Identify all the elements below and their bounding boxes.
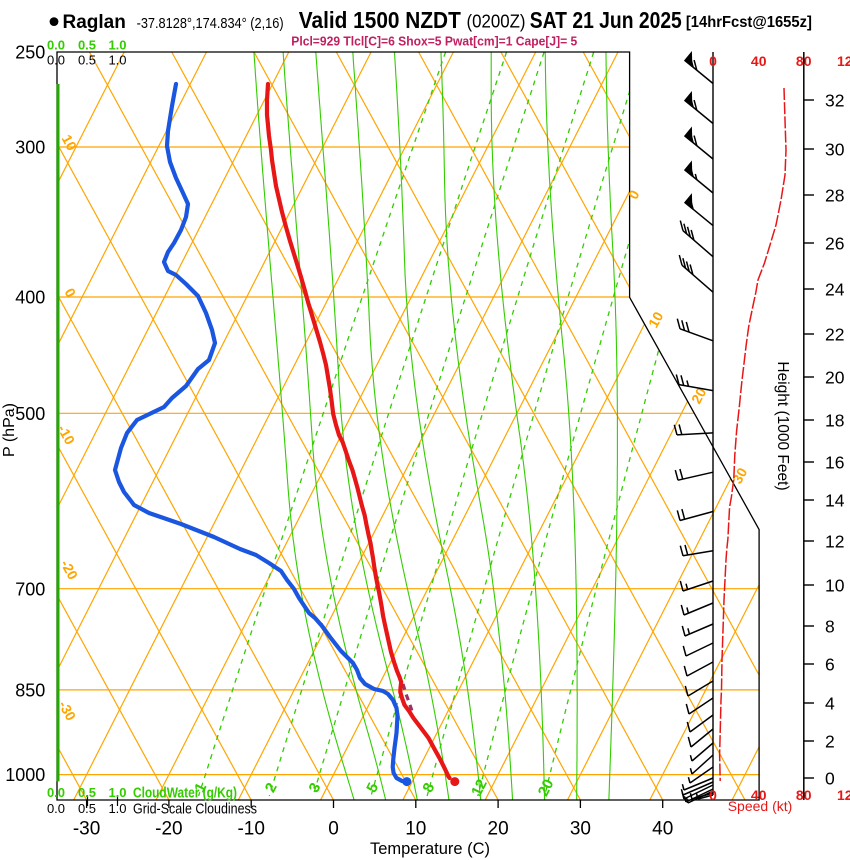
svg-text:-20: -20 [155,818,182,839]
svg-text:0.0: 0.0 [47,53,65,68]
svg-text:24: 24 [825,280,845,300]
svg-text:18: 18 [825,411,844,431]
svg-text:10: 10 [59,132,81,154]
svg-text:SAT 21 Jun 2025: SAT 21 Jun 2025 [530,7,682,33]
svg-text:700: 700 [15,579,45,599]
svg-text:Valid 1500 NZDT: Valid 1500 NZDT [299,7,461,33]
svg-text:Height (1000 Feet): Height (1000 Feet) [774,361,791,490]
svg-text:20: 20 [825,368,845,388]
svg-text:(0200Z): (0200Z) [467,12,526,32]
svg-text:0.0: 0.0 [47,801,65,816]
svg-text:-37.8128°,174.834° (2,16): -37.8128°,174.834° (2,16) [137,16,284,32]
svg-text:-10: -10 [237,818,264,839]
svg-text:30: 30 [825,140,845,160]
svg-text:Temperature (C): Temperature (C) [370,840,490,858]
svg-text:2: 2 [825,732,835,752]
svg-text:0: 0 [709,53,717,69]
svg-text:0.5: 0.5 [78,801,96,816]
svg-text:4: 4 [825,694,835,714]
svg-text:1000: 1000 [5,765,45,785]
svg-text:10: 10 [405,818,426,839]
svg-text:30: 30 [570,818,591,839]
svg-text:120: 120 [837,787,850,803]
svg-text:26: 26 [825,234,844,254]
svg-text:-30: -30 [73,818,100,839]
svg-text:1.0: 1.0 [108,801,126,816]
svg-text:500: 500 [15,404,45,424]
svg-text:0: 0 [825,769,835,789]
svg-text:0: 0 [709,787,717,803]
svg-text:6: 6 [825,655,835,675]
svg-text:40: 40 [751,787,767,803]
svg-text:1.0: 1.0 [108,785,126,800]
svg-text:8: 8 [825,617,835,637]
svg-text:250: 250 [15,43,45,63]
svg-text:0.5: 0.5 [78,37,96,52]
svg-text:10: 10 [645,309,667,331]
svg-text:CloudWater (g/Kg): CloudWater (g/Kg) [133,786,237,802]
svg-text:16: 16 [825,453,844,473]
svg-text:[14hrFcst@1655z]: [14hrFcst@1655z] [686,14,812,31]
svg-text:12: 12 [468,776,491,799]
svg-text:Grid-Scale Cloudiness: Grid-Scale Cloudiness [133,802,257,818]
svg-text:0.5: 0.5 [78,785,96,800]
svg-text:0.5: 0.5 [78,53,96,68]
svg-text:22: 22 [825,325,844,345]
svg-text:20: 20 [488,818,509,839]
svg-text:Raglan: Raglan [63,12,126,33]
svg-text:12: 12 [825,532,844,552]
svg-text:14: 14 [825,491,845,511]
svg-text:1.0: 1.0 [108,37,126,52]
svg-text:40: 40 [751,53,767,69]
svg-text:1.0: 1.0 [108,53,126,68]
svg-text:32: 32 [825,91,844,111]
svg-text:300: 300 [15,138,45,158]
svg-text:40: 40 [652,818,673,839]
svg-text:850: 850 [15,681,45,701]
svg-text:0: 0 [328,818,339,839]
svg-text:20: 20 [688,385,710,407]
svg-text:0.0: 0.0 [47,785,65,800]
svg-text:400: 400 [15,288,45,308]
svg-text:Speed (kt): Speed (kt) [728,798,793,814]
svg-text:P (hPa): P (hPa) [1,403,18,457]
svg-text:28: 28 [825,186,844,206]
svg-text:0.0: 0.0 [47,37,65,52]
svg-text:120: 120 [837,53,850,69]
svg-text:10: 10 [825,576,845,596]
svg-text:Plcl=929 Tlcl[C]=6 Shox=5 Pwat: Plcl=929 Tlcl[C]=6 Shox=5 Pwat[cm]=1 Cap… [291,34,577,49]
svg-text:20: 20 [535,776,558,799]
